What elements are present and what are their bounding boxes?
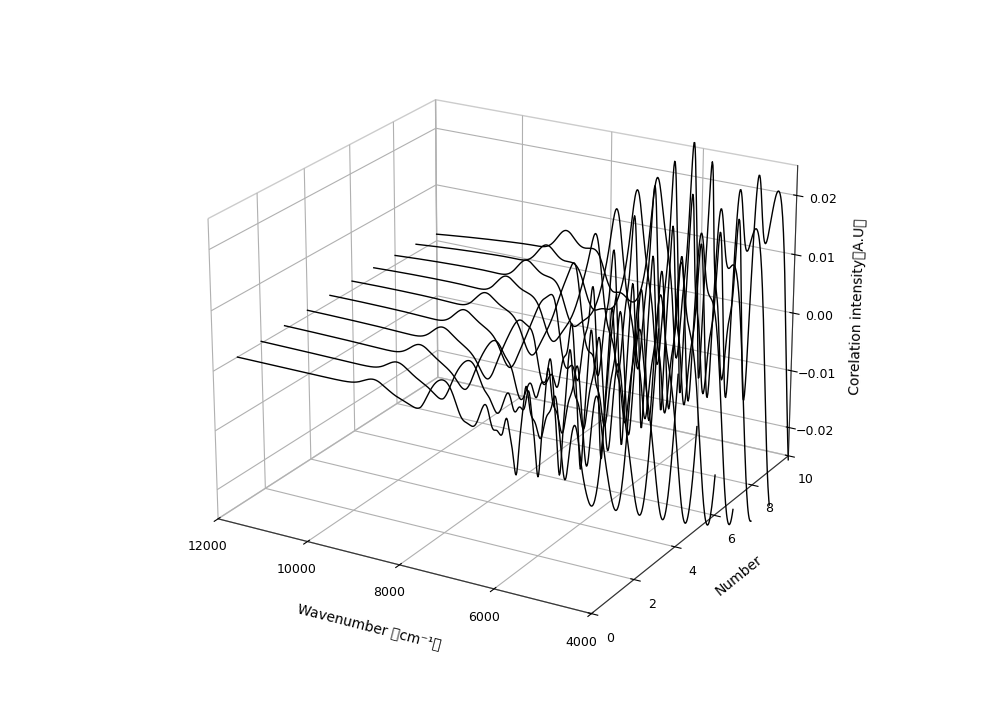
Y-axis label: Number: Number	[713, 553, 765, 599]
X-axis label: Wavenumber （cm⁻¹）: Wavenumber （cm⁻¹）	[296, 602, 442, 652]
